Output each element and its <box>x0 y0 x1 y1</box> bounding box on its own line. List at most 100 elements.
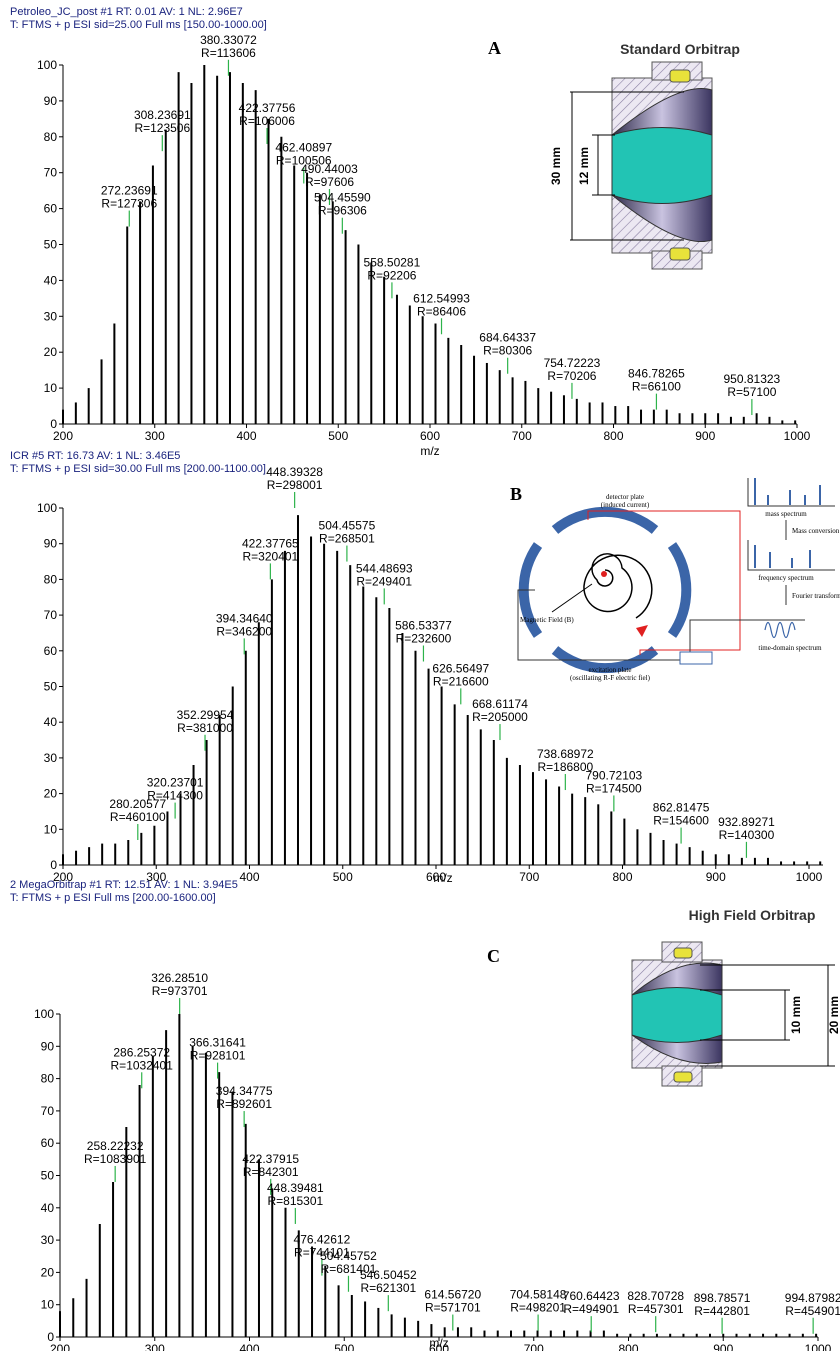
scan-header: T: FTMS + p ESI sid=25.00 Full ms [150.0… <box>10 19 267 31</box>
annotation-mz: 504.45590 <box>314 191 371 205</box>
annotation-resolution: R=80306 <box>483 344 532 358</box>
diagram-label: time-domain spectrum <box>758 644 822 652</box>
annotation-mz: 286.25372 <box>113 1045 170 1059</box>
annotation-mz: 790.72103 <box>585 768 642 782</box>
x-tick-label: 700 <box>512 429 532 443</box>
x-tick-label: 600 <box>420 429 440 443</box>
y-tick-label: 70 <box>44 166 58 180</box>
annotation-resolution: R=442801 <box>694 1304 750 1318</box>
annotation-resolution: R=494901 <box>563 1302 619 1316</box>
annotation-mz: 950.81323 <box>724 372 781 386</box>
panel-letter: B <box>510 484 522 504</box>
x-tick-label: 600 <box>429 1342 449 1351</box>
x-axis-label: m/z <box>433 871 452 885</box>
annotation-resolution: R=106006 <box>239 114 295 128</box>
x-tick-label: 900 <box>695 429 715 443</box>
panel-letter: A <box>488 38 501 58</box>
diagram-title: Standard Orbitrap <box>620 41 740 57</box>
y-tick-label: 80 <box>44 572 58 586</box>
diagram-label: Mass conversion <box>792 527 840 535</box>
annotation-resolution: R=205000 <box>472 710 528 724</box>
annotation-resolution: R=97606 <box>305 175 354 189</box>
spacer <box>669 247 691 261</box>
y-tick-label: 30 <box>41 1233 55 1247</box>
annotation-mz: 422.37765 <box>242 536 299 550</box>
dimension-label: 10 mm <box>789 996 803 1034</box>
annotation-resolution: R=928101 <box>190 1049 246 1063</box>
annotation-mz: 668.61174 <box>472 697 528 711</box>
y-tick-label: 10 <box>41 1298 55 1312</box>
ion <box>601 571 607 577</box>
annotation-mz: 704.58148 <box>510 1288 567 1302</box>
annotation-mz: 422.37915 <box>242 1152 299 1166</box>
annotation-resolution: R=460100 <box>110 810 166 824</box>
y-tick-label: 50 <box>41 1169 55 1183</box>
annotation-mz: 394.34775 <box>216 1084 273 1098</box>
annotation-resolution: R=320401 <box>243 549 299 563</box>
x-axis-label: m/z <box>420 444 439 458</box>
annotation-resolution: R=186800 <box>537 760 593 774</box>
annotation-mz: 846.78265 <box>628 367 685 381</box>
annotation-resolution: R=57100 <box>727 385 776 399</box>
pointer <box>551 583 593 613</box>
annotation-mz: 546.50452 <box>360 1268 417 1282</box>
diagram-label: Fourier transformation <box>792 592 840 600</box>
cell-plate <box>551 506 659 534</box>
annotation-resolution: R=414300 <box>147 789 203 803</box>
x-tick-label: 1000 <box>784 429 811 443</box>
y-tick-label: 0 <box>50 417 57 431</box>
annotation-mz: 586.53377 <box>395 619 452 633</box>
annotation-resolution: R=66100 <box>632 380 681 394</box>
annotation-mz: 862.81475 <box>653 801 710 815</box>
diagram-label: Magnetic Field (B) <box>520 616 574 624</box>
annotation-resolution: R=457301 <box>628 1302 684 1316</box>
annotation-resolution: R=454901 <box>785 1304 840 1318</box>
x-tick-label: 400 <box>239 870 259 884</box>
annotation-resolution: R=1083901 <box>84 1152 147 1166</box>
x-tick-label: 700 <box>519 870 539 884</box>
annotation-resolution: R=249401 <box>356 574 412 588</box>
annotation-resolution: R=86406 <box>417 304 466 318</box>
scan-header: 2 MegaOrbitrap #1 RT: 12.51 AV: 1 NL: 3.… <box>10 879 238 891</box>
x-tick-label: 800 <box>603 429 623 443</box>
diagram-label: mass spectrum <box>765 510 807 518</box>
annotation-resolution: R=92206 <box>367 268 416 282</box>
x-tick-label: 300 <box>146 870 166 884</box>
annotation-resolution: R=123506 <box>134 121 190 135</box>
wire <box>587 510 741 655</box>
spacer <box>669 69 691 83</box>
annotation-resolution: R=113606 <box>201 46 256 60</box>
x-tick-label: 700 <box>524 1342 544 1351</box>
y-tick-label: 70 <box>44 608 58 622</box>
x-tick-label: 200 <box>53 870 73 884</box>
annotation-resolution: R=100506 <box>276 153 332 167</box>
annotation-resolution: R=154600 <box>653 814 709 828</box>
scan-header: T: FTMS + p ESI sid=30.00 Full ms [200.0… <box>10 463 266 475</box>
annotation-mz: 366.31641 <box>189 1036 246 1050</box>
x-tick-label: 1000 <box>805 1342 832 1351</box>
y-tick-label: 100 <box>34 1007 54 1021</box>
annotation-mz: 738.68972 <box>537 747 594 761</box>
annotation-mz: 448.39481 <box>267 1181 324 1195</box>
annotation-mz: 476.42612 <box>294 1233 351 1247</box>
spectrum: 2 MegaOrbitrap #1 RT: 12.51 AV: 1 NL: 3.… <box>10 879 840 1351</box>
annotation-resolution: R=498201 <box>510 1301 566 1315</box>
y-tick-label: 90 <box>41 1039 55 1053</box>
annotation-resolution: R=621301 <box>360 1281 416 1295</box>
cell-plate <box>551 646 659 674</box>
oscillator <box>679 651 713 665</box>
x-tick-label: 400 <box>236 429 256 443</box>
y-tick-label: 80 <box>41 1072 55 1086</box>
annotation-mz: 504.45575 <box>319 519 376 533</box>
annotation-mz: 462.40897 <box>275 140 332 154</box>
annotation-mz: 448.39328 <box>266 465 323 479</box>
annotation-mz: 754.72223 <box>544 356 601 370</box>
annotation-mz: 280.20577 <box>109 797 166 811</box>
panel-letter: C <box>487 946 500 966</box>
y-tick-label: 0 <box>47 1330 54 1344</box>
y-tick-label: 40 <box>44 273 58 287</box>
arrow <box>636 625 648 637</box>
annotation-mz: 258.22232 <box>87 1139 144 1153</box>
annotation-mz: 326.28510 <box>151 971 208 985</box>
annotation-mz: 504.45752 <box>320 1249 377 1263</box>
